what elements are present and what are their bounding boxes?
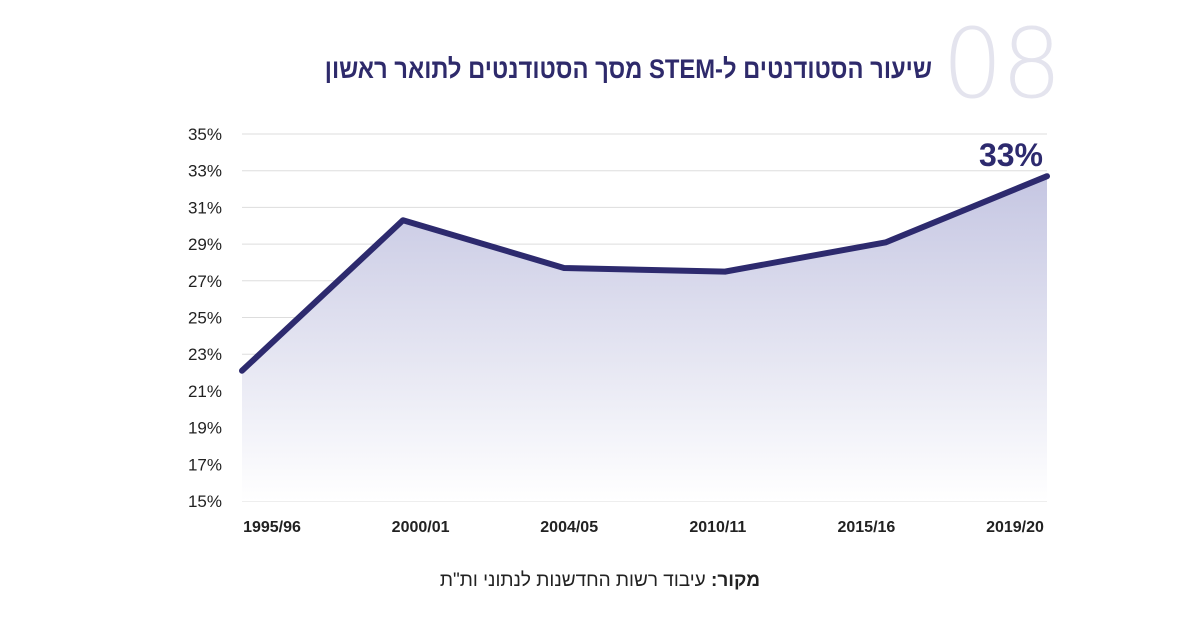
y-tick-label: 29%	[188, 235, 222, 254]
y-tick-label: 25%	[188, 309, 222, 328]
y-tick-label: 33%	[188, 162, 222, 181]
y-tick-label: 35%	[188, 125, 222, 144]
x-tick-label: 2019/20	[986, 519, 1044, 536]
y-tick-label: 15%	[188, 492, 222, 511]
y-tick-label: 19%	[188, 419, 222, 438]
y-tick-label: 31%	[188, 198, 222, 217]
y-tick-label: 21%	[188, 382, 222, 401]
chart-title: שיעור הסטודנטים ל-STEM מסך הסטודנטים לתו…	[324, 54, 932, 84]
x-tick-label: 2000/01	[392, 519, 450, 536]
x-tick-label: 2015/16	[837, 519, 895, 536]
x-tick-label: 1995/96	[243, 519, 301, 536]
y-tick-label: 17%	[188, 455, 222, 474]
area-fill	[242, 176, 1047, 501]
chart-number: 08	[942, 8, 1062, 120]
source-text: עיבוד רשות החדשנות לנתוני ות"ת	[439, 570, 712, 591]
x-tick-label: 2010/11	[689, 519, 746, 536]
source-label: מקור:	[711, 570, 761, 591]
data-label: 33%	[979, 137, 1043, 173]
x-tick-label: 2004/05	[540, 519, 598, 536]
series-line	[239, 173, 1050, 374]
y-tick-label: 23%	[188, 345, 222, 364]
source-note: מקור: עיבוד רשות החדשנות לנתוני ות"ת	[0, 570, 1200, 592]
y-tick-label: 27%	[188, 272, 222, 291]
